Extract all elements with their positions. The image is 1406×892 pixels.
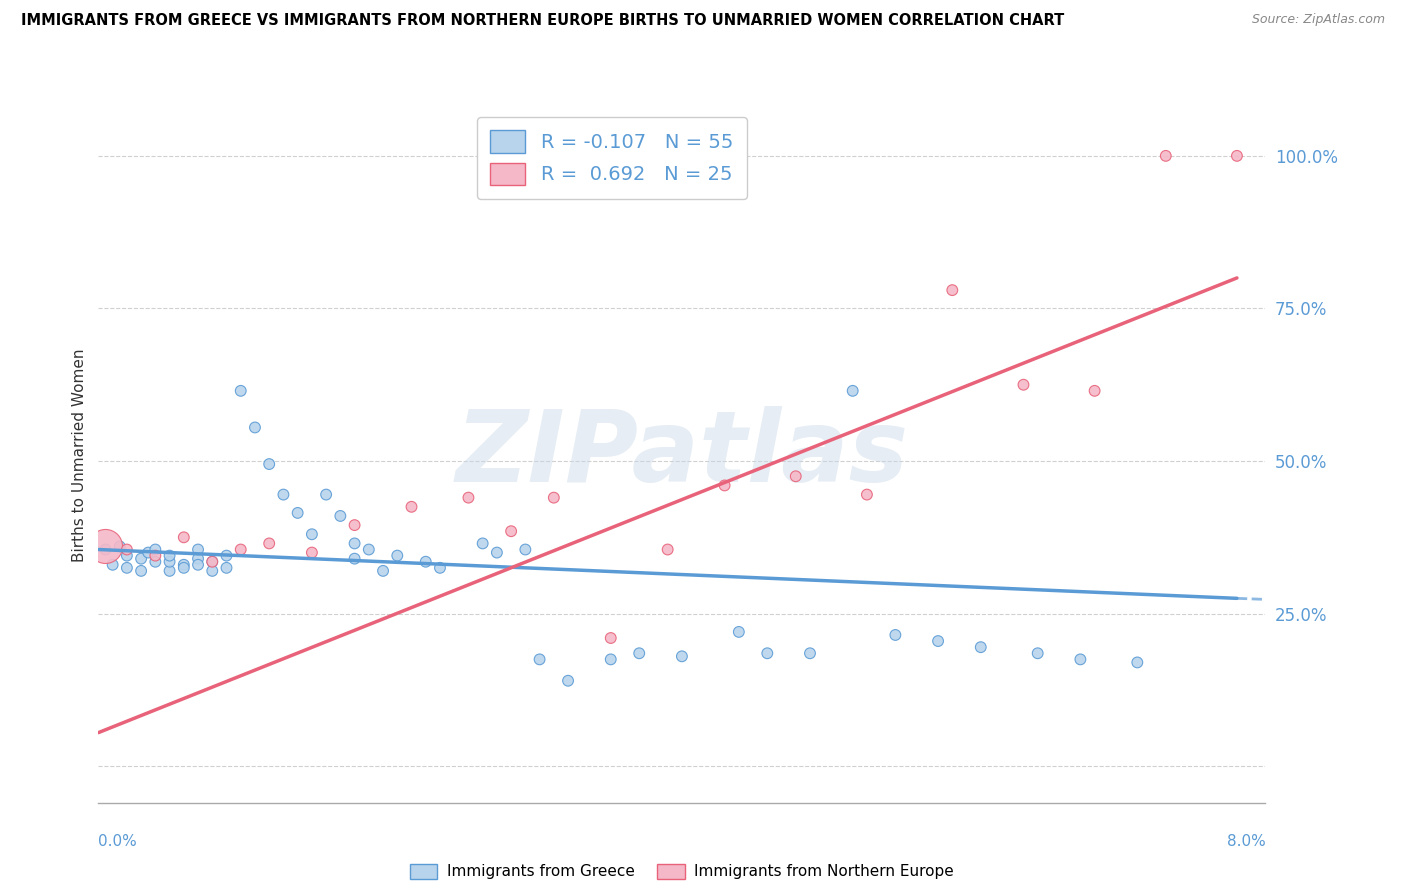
Point bbox=[599, 631, 621, 645]
Text: 0.0%: 0.0% bbox=[98, 834, 138, 849]
Point bbox=[1226, 149, 1249, 163]
Point bbox=[599, 652, 621, 666]
Point bbox=[273, 487, 295, 501]
Point bbox=[485, 545, 508, 559]
Point bbox=[115, 542, 138, 557]
Point bbox=[94, 540, 117, 554]
Point bbox=[215, 549, 238, 563]
Point bbox=[143, 542, 166, 557]
Point bbox=[136, 545, 159, 559]
Point bbox=[159, 549, 181, 563]
Point bbox=[657, 542, 679, 557]
Point bbox=[173, 561, 195, 575]
Point bbox=[187, 551, 209, 566]
Point bbox=[357, 542, 380, 557]
Point bbox=[785, 469, 807, 483]
Point bbox=[343, 536, 366, 550]
Text: IMMIGRANTS FROM GREECE VS IMMIGRANTS FROM NORTHERN EUROPE BIRTHS TO UNMARRIED WO: IMMIGRANTS FROM GREECE VS IMMIGRANTS FRO… bbox=[21, 13, 1064, 29]
Point bbox=[315, 487, 337, 501]
Point bbox=[529, 652, 551, 666]
Point bbox=[257, 536, 280, 550]
Point bbox=[201, 555, 224, 569]
Text: Source: ZipAtlas.com: Source: ZipAtlas.com bbox=[1251, 13, 1385, 27]
Point bbox=[287, 506, 309, 520]
Point bbox=[671, 649, 693, 664]
Point bbox=[129, 551, 152, 566]
Point bbox=[343, 518, 366, 533]
Legend: Immigrants from Greece, Immigrants from Northern Europe: Immigrants from Greece, Immigrants from … bbox=[404, 857, 960, 886]
Point bbox=[159, 555, 181, 569]
Point bbox=[201, 555, 224, 569]
Point bbox=[415, 555, 437, 569]
Point bbox=[387, 549, 409, 563]
Point bbox=[301, 527, 323, 541]
Point bbox=[243, 420, 266, 434]
Point bbox=[1296, 570, 1319, 584]
Point bbox=[1396, 149, 1406, 163]
Point bbox=[173, 558, 195, 572]
Point bbox=[401, 500, 423, 514]
Point bbox=[515, 542, 537, 557]
Text: 8.0%: 8.0% bbox=[1226, 834, 1265, 849]
Y-axis label: Births to Unmarried Women: Births to Unmarried Women bbox=[72, 348, 87, 562]
Point bbox=[108, 540, 131, 554]
Point bbox=[301, 545, 323, 559]
Point bbox=[884, 628, 907, 642]
Point bbox=[1012, 377, 1035, 392]
Point bbox=[159, 564, 181, 578]
Point bbox=[543, 491, 565, 505]
Point bbox=[557, 673, 579, 688]
Point bbox=[841, 384, 863, 398]
Point bbox=[970, 640, 993, 655]
Point bbox=[129, 564, 152, 578]
Point bbox=[143, 555, 166, 569]
Text: ZIPatlas: ZIPatlas bbox=[456, 407, 908, 503]
Point bbox=[628, 646, 651, 660]
Point bbox=[329, 508, 352, 523]
Point bbox=[187, 542, 209, 557]
Point bbox=[471, 536, 494, 550]
Point bbox=[1154, 149, 1177, 163]
Point bbox=[941, 283, 963, 297]
Point bbox=[215, 561, 238, 575]
Point bbox=[173, 530, 195, 544]
Point bbox=[799, 646, 821, 660]
Point bbox=[501, 524, 523, 539]
Point bbox=[143, 549, 166, 563]
Point bbox=[115, 549, 138, 563]
Point bbox=[94, 542, 117, 557]
Point bbox=[115, 561, 138, 575]
Point bbox=[1026, 646, 1049, 660]
Point bbox=[1084, 384, 1107, 398]
Point bbox=[187, 558, 209, 572]
Point bbox=[756, 646, 779, 660]
Point bbox=[727, 624, 749, 639]
Point bbox=[713, 478, 735, 492]
Point bbox=[856, 487, 879, 501]
Point bbox=[101, 558, 124, 572]
Point bbox=[257, 457, 280, 471]
Point bbox=[429, 561, 451, 575]
Point bbox=[927, 634, 949, 648]
Point bbox=[371, 564, 394, 578]
Point bbox=[1126, 656, 1149, 670]
Point bbox=[229, 384, 252, 398]
Point bbox=[1069, 652, 1091, 666]
Point bbox=[343, 551, 366, 566]
Point bbox=[201, 564, 224, 578]
Point bbox=[229, 542, 252, 557]
Point bbox=[457, 491, 479, 505]
